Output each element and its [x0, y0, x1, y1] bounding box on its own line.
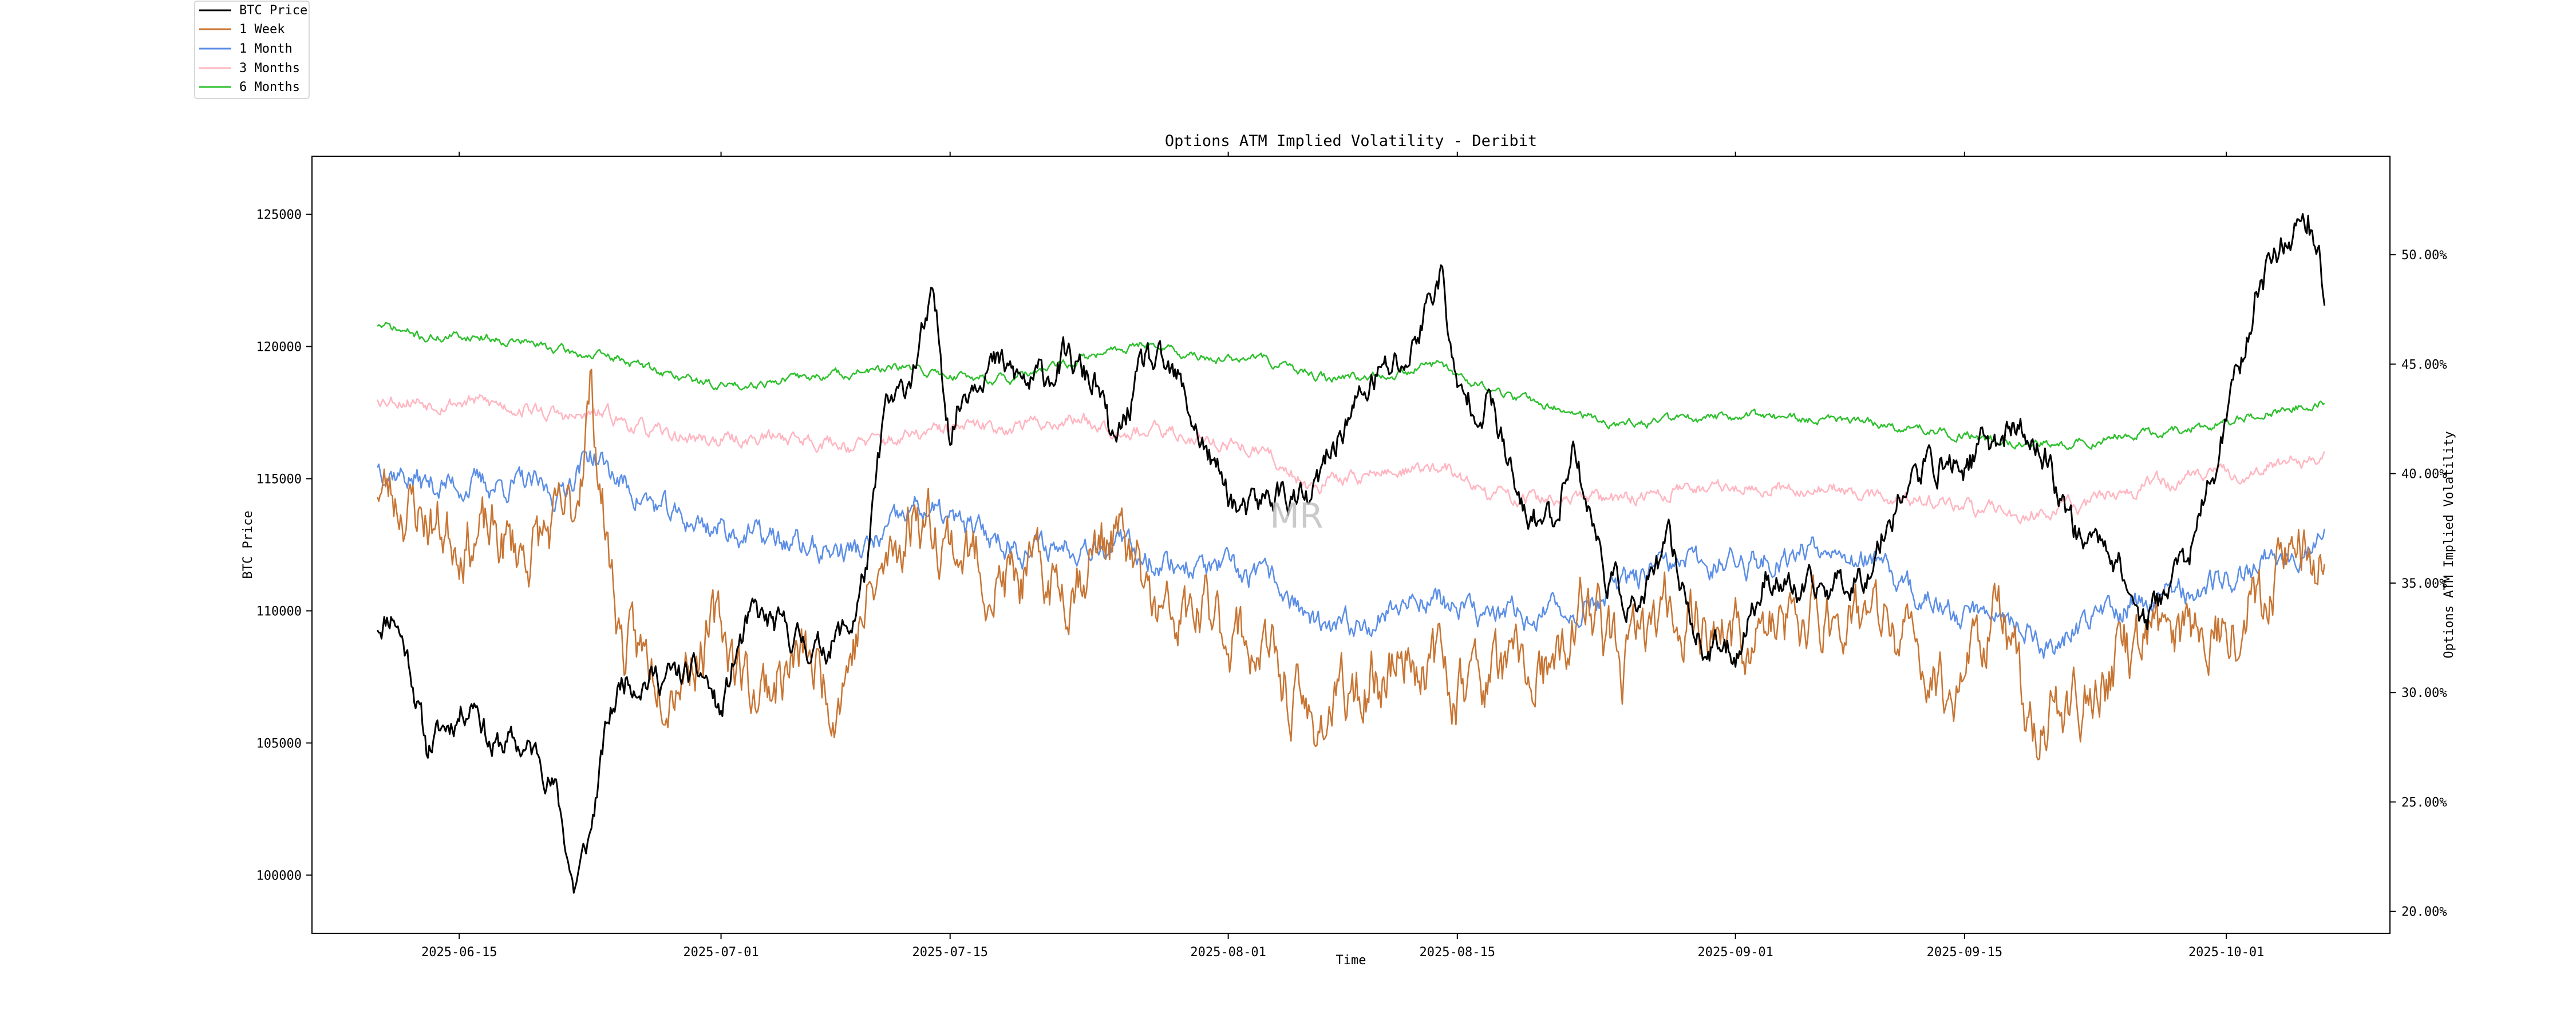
y-left-tick-label: 120000: [256, 340, 302, 355]
legend: BTC Price 1 Week 1 Month 3 Months 6 Mont…: [194, 1, 310, 99]
chart-title: Options ATM Implied Volatility - Deribit: [1165, 132, 1537, 150]
y-left-tick-label: 110000: [256, 604, 302, 619]
x-axis-title: Time: [1336, 953, 1366, 968]
y-right-tick-label: 20.00%: [2401, 905, 2447, 920]
legend-box: [194, 1, 310, 99]
y-left-tick-label: 105000: [256, 736, 302, 751]
plot-frame: [311, 156, 2391, 934]
legend-label-1-month: 1 Month: [239, 42, 293, 56]
legend-label-btc-price: BTC Price: [239, 3, 307, 18]
x-tick-label: 2025-09-01: [1697, 945, 1773, 960]
series-line-btc-price: [376, 213, 2326, 894]
y-right-tick-label: 30.00%: [2401, 686, 2447, 700]
y-left-tick-label: 115000: [256, 473, 302, 487]
series-line-1-week: [377, 369, 2325, 760]
y-right-tick-label: 25.00%: [2401, 795, 2447, 810]
watermark-text: MR: [1270, 496, 1323, 536]
x-tick-label: 2025-07-01: [683, 945, 758, 960]
x-tick-label: 2025-07-15: [912, 945, 987, 960]
y-axis-right-title: Options ATM Implied Volatility: [2442, 431, 2456, 658]
series-line-3-months: [377, 394, 2325, 525]
y-right-tick-label: 50.00%: [2401, 248, 2447, 263]
y-left-tick-label: 125000: [256, 208, 302, 223]
x-tick-label: 2025-09-15: [1927, 945, 2002, 960]
x-tick-label: 2025-10-01: [2188, 945, 2264, 960]
y-right-tick-label: 35.00%: [2401, 577, 2447, 591]
y-left-tick-label: 100000: [256, 869, 302, 883]
y-right-tick-label: 45.00%: [2401, 358, 2447, 372]
legend-label-6-months: 6 Months: [239, 80, 300, 94]
y-axis-left-title: BTC Price: [241, 510, 255, 579]
x-tick-label: 2025-08-15: [1420, 945, 1495, 960]
legend-label-3-months: 3 Months: [239, 61, 300, 76]
x-tick-label: 2025-06-15: [421, 945, 497, 960]
x-tick-label: 2025-08-01: [1190, 945, 1266, 960]
y-right-tick-label: 40.00%: [2401, 468, 2447, 482]
legend-label-1-week: 1 Week: [239, 22, 285, 37]
